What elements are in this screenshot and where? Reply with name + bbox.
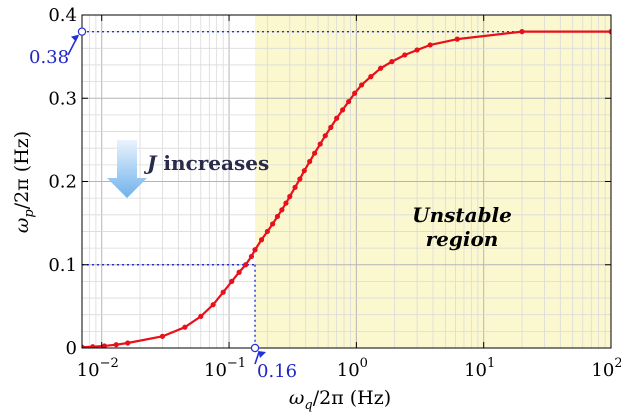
- data-point: [279, 207, 285, 213]
- data-point: [82, 344, 85, 348]
- y-marker-arrowhead: [71, 34, 79, 42]
- x-tick-label: 10−1: [204, 356, 246, 381]
- data-point: [454, 36, 460, 42]
- data-point: [292, 184, 298, 190]
- data-point: [125, 340, 131, 346]
- data-point: [414, 47, 420, 53]
- data-point: [317, 141, 323, 147]
- marker-arrows: [67, 27, 267, 365]
- x-tick-label: 10−2: [77, 356, 119, 381]
- data-point: [159, 333, 166, 339]
- data-point: [297, 176, 303, 182]
- data-point: [182, 324, 188, 330]
- grid: [82, 15, 611, 348]
- data-point: [283, 200, 289, 206]
- data-point: [113, 342, 119, 348]
- data-point: [608, 29, 611, 35]
- data-point: [352, 90, 358, 96]
- x-axis-label: ωq/2π (Hz): [289, 387, 391, 413]
- data-point: [328, 124, 334, 130]
- series-line: [82, 29, 611, 348]
- data-point: [377, 65, 384, 71]
- data-point: [287, 193, 293, 200]
- region-label-line-2: region: [426, 227, 499, 251]
- trend-label: J increases: [143, 151, 269, 175]
- data-point: [301, 168, 307, 174]
- x-marker-arrowhead: [258, 351, 267, 358]
- data-point: [346, 98, 352, 105]
- data-point: [307, 158, 313, 165]
- data-point: [229, 278, 235, 284]
- data-point: [274, 213, 281, 220]
- y-tick-label: 0.3: [48, 88, 77, 109]
- y-tick-label: 0.1: [48, 255, 77, 276]
- x-marker-circle: [250, 343, 260, 353]
- data-point: [210, 302, 216, 308]
- y-marker-label: 0.38: [29, 47, 69, 68]
- x-tick-label: 101: [464, 356, 495, 381]
- data-point: [389, 59, 395, 65]
- x-tick-label: 102: [591, 356, 621, 381]
- x-marker-label: 0.16: [257, 361, 297, 382]
- y-tick-label: 0: [66, 338, 77, 359]
- data-point: [198, 313, 204, 319]
- data-point: [519, 29, 525, 35]
- data-point: [312, 150, 318, 156]
- data-point: [427, 42, 433, 48]
- data-point: [402, 52, 408, 58]
- y-tick-label: 0.4: [48, 5, 77, 26]
- data-point: [220, 289, 226, 295]
- data-point: [252, 247, 258, 253]
- data-point: [359, 82, 365, 88]
- data-point: [264, 228, 270, 235]
- y-axis-label: ωp/2π (Hz): [11, 131, 37, 233]
- data-point: [368, 74, 374, 80]
- data-point: [248, 253, 255, 260]
- data-point: [258, 237, 265, 243]
- data-point: [270, 221, 276, 227]
- region-label-line-1: Unstable: [412, 203, 512, 227]
- data-point: [340, 107, 346, 113]
- data-point: [243, 262, 249, 268]
- data-point: [236, 269, 242, 275]
- tick-labels: 10−2 10−1 100 101 102 0 0.1 0.2 0.3 0.4: [48, 5, 621, 381]
- data-point: [101, 343, 108, 348]
- ticks: [82, 14, 612, 349]
- y-tick-label: 0.2: [48, 172, 77, 193]
- data-point: [334, 115, 340, 121]
- y-marker-circle: [77, 27, 87, 36]
- trend-arrow-icon: [107, 140, 147, 198]
- data-point: [90, 344, 96, 348]
- data-point: [322, 133, 328, 139]
- x-tick-label: 100: [337, 356, 368, 381]
- x-marker-arrow-shaft: [254, 351, 260, 365]
